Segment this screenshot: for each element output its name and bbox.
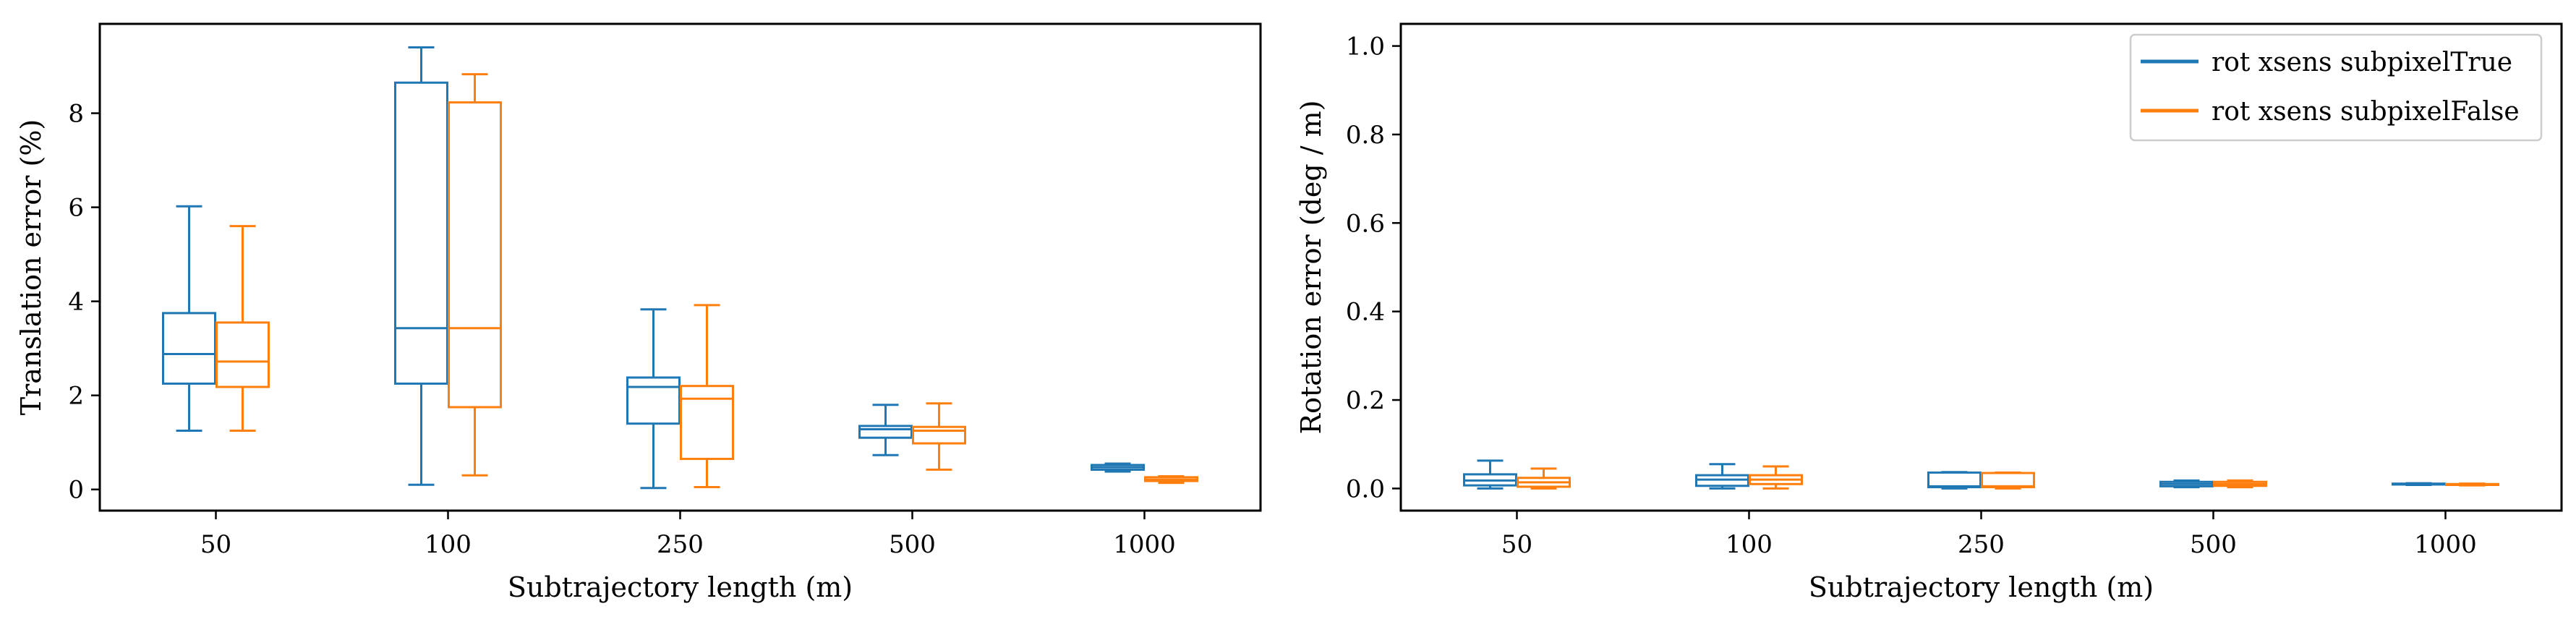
y-tick-label: 0.2 [1346,386,1385,415]
y-tick-label: 0 [68,476,84,505]
translation-error-ticks: 0 2 4 6 8 50 100 250 500 1000 [68,100,1175,559]
box-iqr [626,376,681,425]
box-iqr [680,385,734,460]
rotation-y-axis-label: Rotation error (deg / m) [1295,101,1327,435]
boxplot-subpixel-true-500 [858,404,913,456]
boxplot-subpixel-true-100 [1695,463,1749,490]
y-tick-label: 6 [68,194,84,223]
x-tick-label: 1000 [1113,530,1176,559]
boxplot-subpixel-true-500 [2159,479,2214,489]
box-iqr [858,425,913,439]
x-tick-label: 250 [1958,530,2005,559]
rotation-error-ticks: 0.0 0.2 0.4 0.6 0.8 1.0 50 100 250 500 1000 [1346,33,2477,559]
boxplot-subpixel-true-1000 [2392,482,2446,487]
boxplot-subpixel-false-250 [1981,471,2035,490]
boxplot-subpixel-false-100 [1749,465,1803,490]
legend-frame [2129,33,2543,142]
translation-error-axes-frame [98,22,1262,512]
boxplot-subpixel-false-500 [912,402,966,471]
x-tick-label: 50 [200,530,231,559]
legend-label-subpixel-true: rot xsens subpixelTrue [2212,48,2512,77]
y-tick-label: 4 [68,288,84,317]
rotation-x-axis-label: Subtrajectory length (m) [1809,571,2154,603]
y-tick-label: 0.8 [1346,121,1385,150]
y-tick-label: 1.0 [1346,33,1385,61]
x-tick-label: 500 [2190,530,2237,559]
legend-label-subpixel-false: rot xsens subpixelFalse [2212,97,2520,127]
translation-error-panel: 0 2 4 6 8 50 100 250 500 1000 Subtrajectory lengt… [15,22,1262,603]
x-tick-label: 250 [657,530,704,559]
boxplot-subpixel-false-50 [216,225,270,432]
translation-y-axis-label: Translation error (%) [15,119,47,416]
y-tick-label: 0.0 [1346,474,1385,503]
box-iqr [162,312,216,385]
boxplot-subpixel-false-1000 [2445,482,2499,487]
boxplot-subpixel-true-250 [1927,471,1982,490]
y-tick-label: 0.6 [1346,209,1385,238]
y-tick-label: 0.4 [1346,298,1385,327]
x-tick-label: 1000 [2414,530,2477,559]
translation-error-boxes [162,46,1198,490]
boxplot-subpixel-false-250 [680,304,734,488]
legend: rot xsens subpixelTrue rot xsens subpixe… [2129,33,2543,142]
box-iqr [394,81,448,385]
box-iqr [216,321,270,388]
x-tick-label: 100 [1726,530,1773,559]
x-tick-label: 100 [425,530,472,559]
boxplot-subpixel-true-1000 [1091,462,1145,473]
y-tick-label: 2 [68,382,84,411]
x-tick-label: 50 [1501,530,1532,559]
box-iqr [912,425,966,445]
boxplot-subpixel-false-500 [2213,479,2267,489]
boxplot-subpixel-true-100 [394,46,448,486]
boxplot-subpixel-true-50 [1463,459,1517,490]
translation-x-axis-label: Subtrajectory length (m) [508,571,853,603]
boxplot-subpixel-true-50 [162,205,216,432]
x-tick-label: 500 [889,530,936,559]
boxplot-subpixel-true-250 [626,308,681,490]
boxplot-subpixel-false-100 [448,73,502,477]
rotation-error-panel: 0.0 0.2 0.4 0.6 0.8 1.0 50 100 250 500 1000 Subtra… [1295,22,2563,603]
y-tick-label: 8 [68,100,84,129]
rotation-error-axes-frame [1399,22,2563,512]
rotation-error-boxes [1463,459,2499,490]
boxplot-subpixel-false-1000 [1144,475,1198,485]
boxplot-subpixel-false-50 [1517,467,1571,490]
box-iqr [448,101,502,409]
